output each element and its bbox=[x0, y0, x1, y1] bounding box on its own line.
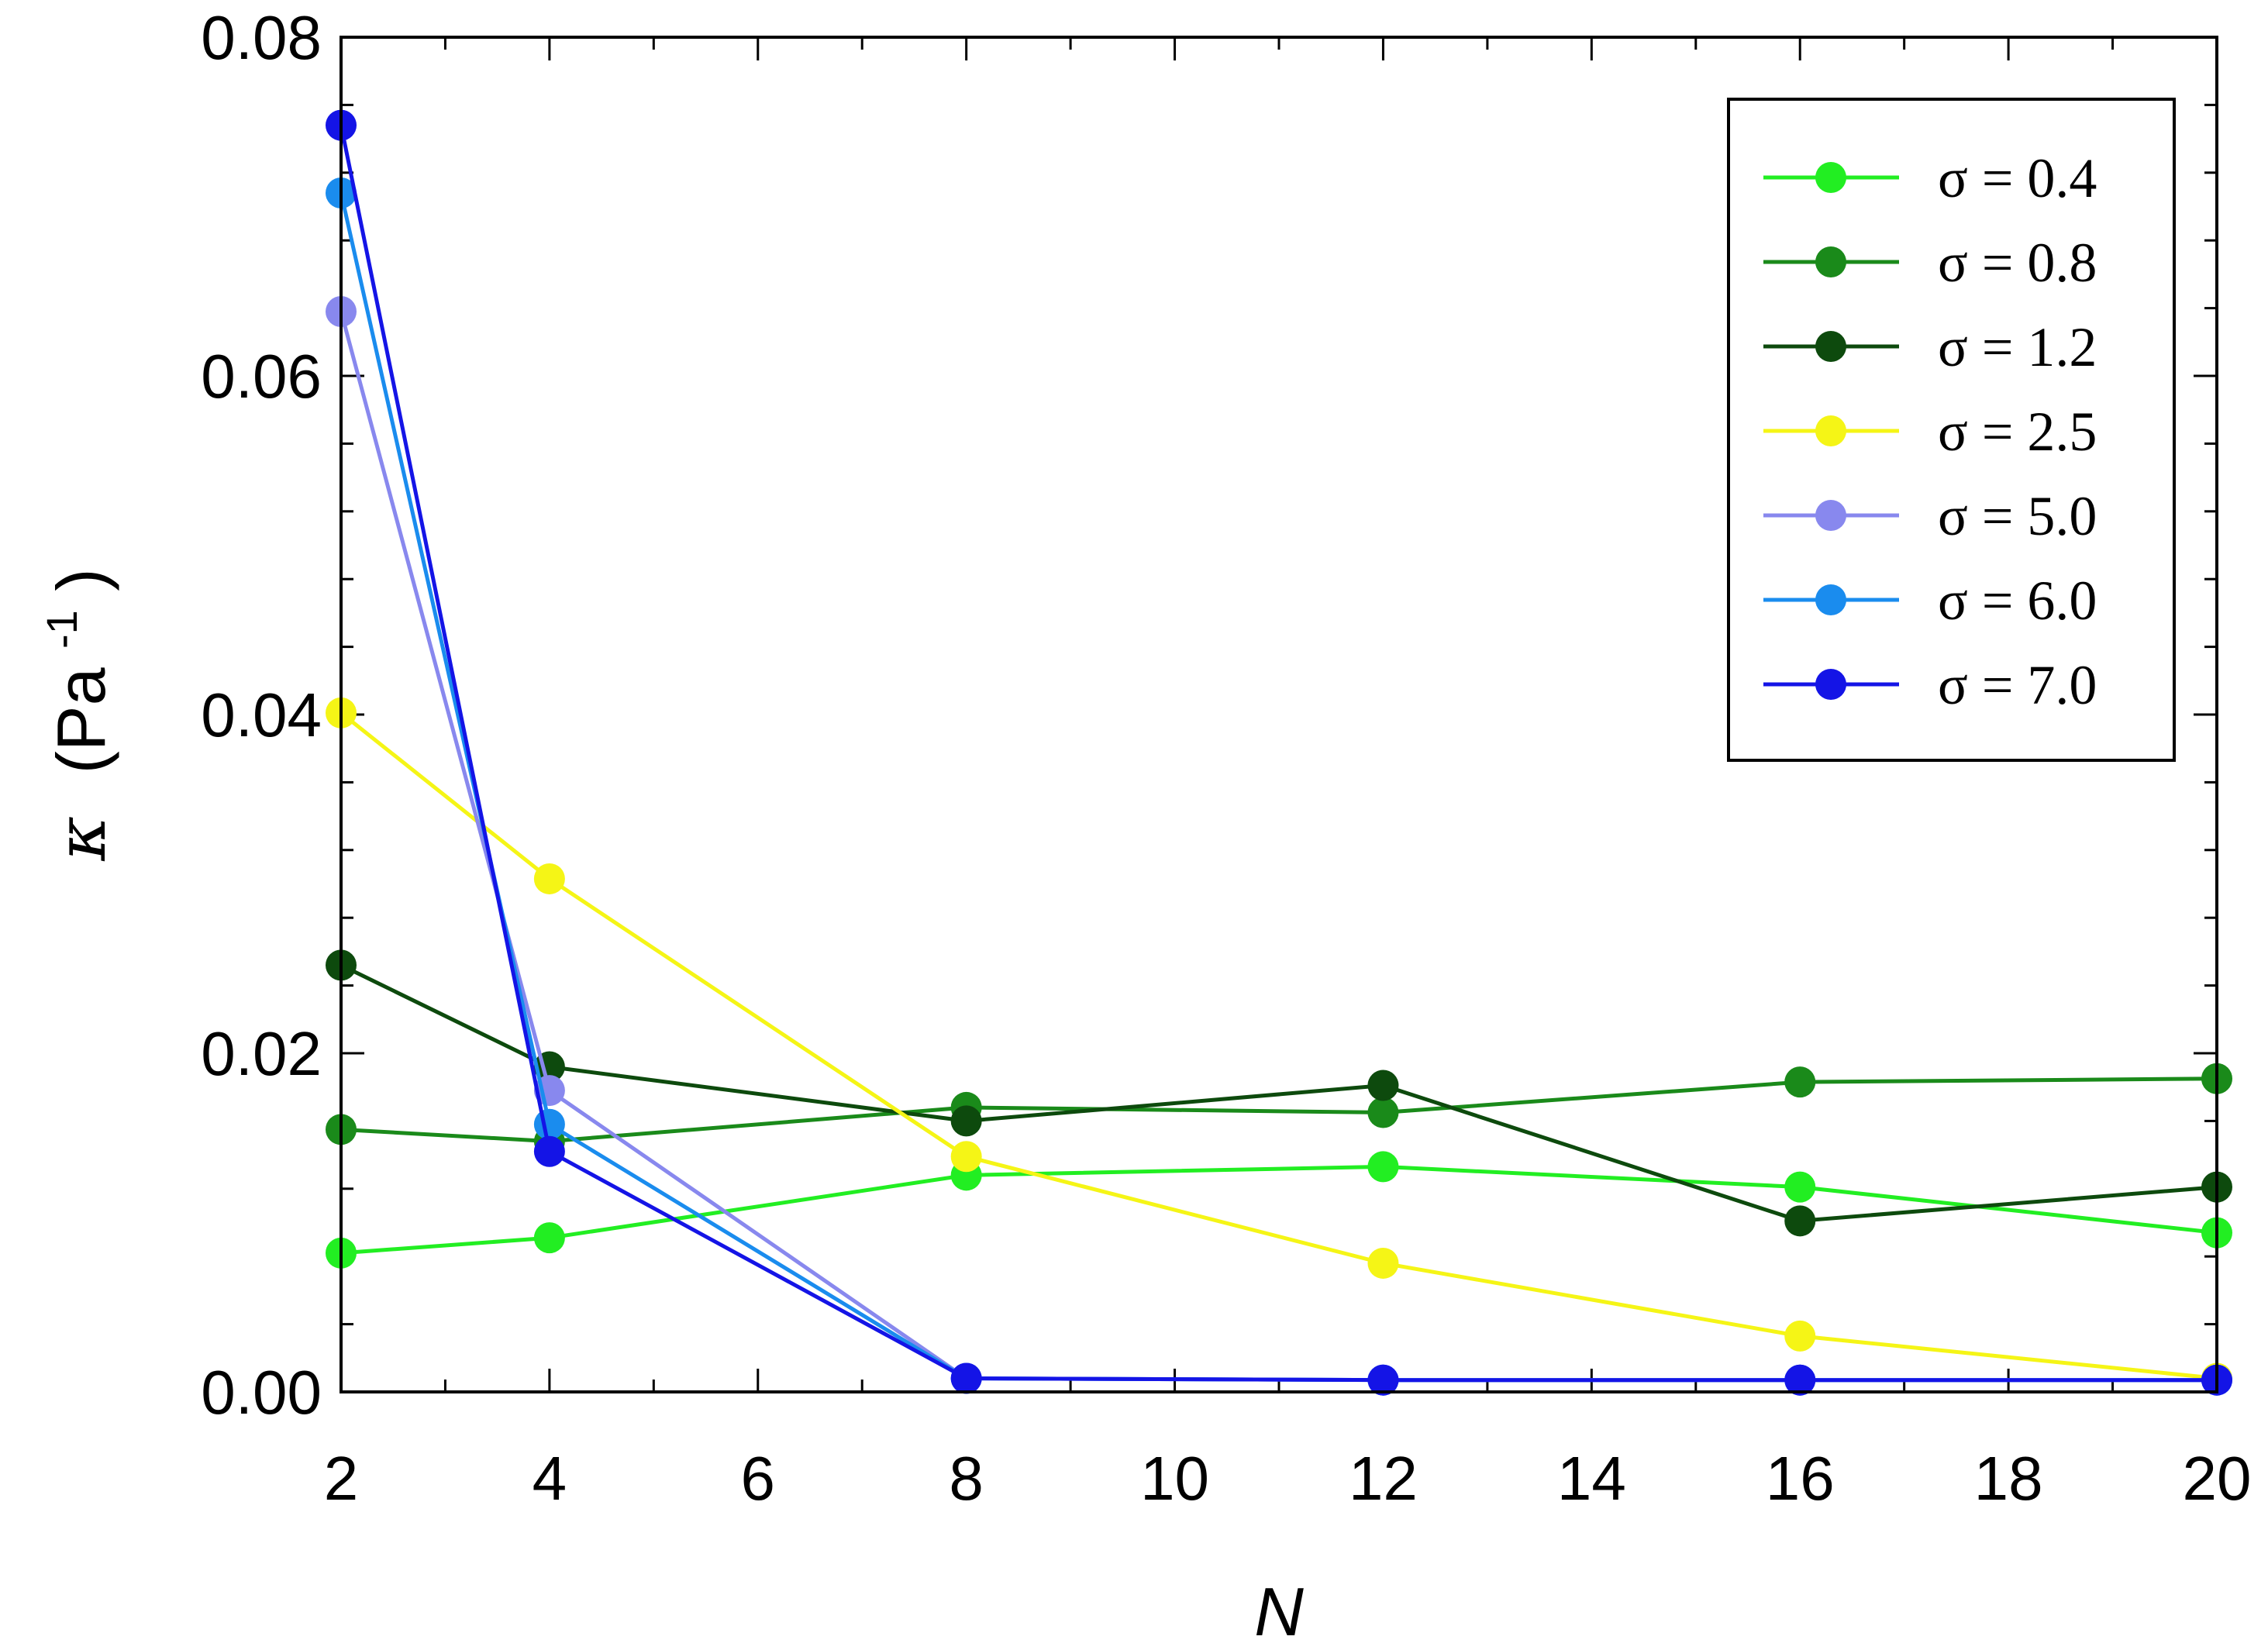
data-point bbox=[1784, 1066, 1816, 1098]
y-tick-label: 0.04 bbox=[201, 680, 322, 749]
data-point bbox=[533, 863, 565, 894]
series-line bbox=[339, 125, 2217, 1383]
y-axis-unit: (Pa bbox=[43, 667, 119, 773]
data-point bbox=[533, 1222, 565, 1254]
data-point bbox=[1367, 1364, 1399, 1396]
data-point bbox=[950, 1141, 982, 1173]
legend-marker bbox=[1815, 500, 1846, 531]
x-tick-label: 14 bbox=[1557, 1444, 1626, 1513]
legend-marker bbox=[1815, 246, 1846, 277]
series-line bbox=[340, 963, 2218, 1223]
series-layer bbox=[326, 109, 2232, 1396]
data-point bbox=[1367, 1151, 1399, 1183]
x-tick-label: 18 bbox=[1974, 1444, 2043, 1513]
legend-marker bbox=[1815, 584, 1846, 615]
y-axis-exponent: -1 bbox=[37, 610, 86, 649]
data-point bbox=[1784, 1171, 1816, 1203]
data-point bbox=[533, 1135, 565, 1167]
data-point bbox=[533, 1108, 565, 1140]
y-tick-label: 0.06 bbox=[201, 342, 322, 411]
y-tick-label: 0.00 bbox=[201, 1358, 322, 1427]
data-point bbox=[1367, 1247, 1399, 1279]
legend-label: σ = 2.5 bbox=[1938, 401, 2097, 463]
data-point bbox=[950, 1362, 982, 1394]
x-axis-label: N bbox=[1254, 1573, 1304, 1650]
legend-marker bbox=[1815, 669, 1846, 700]
legend-label: σ = 5.0 bbox=[1938, 485, 2097, 547]
x-tick-label: 6 bbox=[741, 1444, 776, 1513]
y-axis-symbol: κ bbox=[41, 816, 121, 862]
series-line bbox=[340, 1164, 2218, 1256]
legend-label: σ = 6.0 bbox=[1938, 570, 2097, 632]
data-point bbox=[1784, 1320, 1816, 1352]
x-tick-label: 12 bbox=[1349, 1444, 1418, 1513]
legend-marker bbox=[1815, 162, 1846, 193]
legend-marker bbox=[1815, 415, 1846, 446]
legend-label: σ = 0.8 bbox=[1938, 232, 2097, 294]
tick-labels: 2 4 6 8 10 12 14 16 18 20 0.00 0.02 0.04 0.06 0.08 bbox=[201, 3, 2251, 1513]
y-axis-label: κ (Pa -1 ) bbox=[15, 568, 121, 861]
series-line bbox=[340, 1076, 2218, 1144]
series-line bbox=[340, 711, 2218, 1381]
x-tick-label: 10 bbox=[1140, 1444, 1209, 1513]
legend-label: σ = 7.0 bbox=[1938, 654, 2097, 716]
data-point bbox=[1367, 1097, 1399, 1128]
data-point bbox=[1784, 1205, 1816, 1237]
data-point bbox=[1784, 1364, 1816, 1396]
x-tick-label: 2 bbox=[324, 1444, 359, 1513]
svg-text:κ (Pa -1 ): κ (Pa -1 ) bbox=[15, 568, 121, 861]
x-tick-label: 20 bbox=[2183, 1444, 2252, 1513]
data-point bbox=[1367, 1070, 1399, 1101]
legend-marker bbox=[1815, 331, 1846, 362]
legend: σ = 0.4 σ = 0.8 σ = 1.2 σ = 2.5 σ = 5.0 σ = 6… bbox=[1727, 98, 2176, 762]
y-axis-close: ) bbox=[43, 568, 119, 591]
x-tick-label: 8 bbox=[949, 1444, 984, 1513]
legend-label: σ = 0.4 bbox=[1938, 147, 2097, 209]
legend-label: σ = 1.2 bbox=[1938, 316, 2097, 378]
x-tick-label: 16 bbox=[1766, 1444, 1835, 1513]
y-tick-label: 0.08 bbox=[201, 3, 322, 72]
plot-frame bbox=[340, 36, 2218, 1393]
x-tick-label: 4 bbox=[533, 1444, 567, 1513]
data-point bbox=[950, 1105, 982, 1137]
y-tick-label: 0.02 bbox=[201, 1019, 322, 1088]
